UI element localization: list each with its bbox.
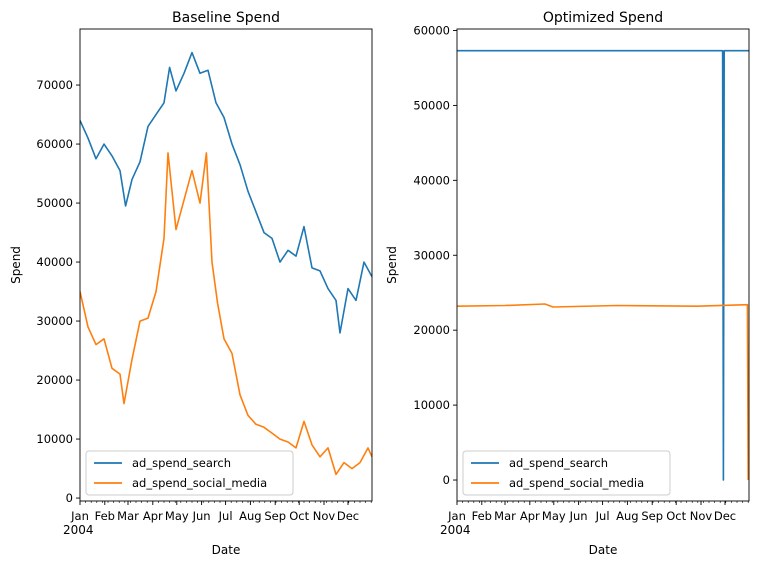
optimized-legend-label-search: ad_spend_search — [509, 456, 608, 470]
baseline-y-tick-label: 20000 — [36, 373, 73, 387]
optimized-x-tick-label: Oct — [666, 509, 686, 523]
baseline-x-tick-label: Dec — [337, 509, 359, 523]
optimized-y-tick-label: 20000 — [413, 323, 450, 337]
baseline-series-line-search — [80, 51, 372, 334]
optimized-y-tick-label: 50000 — [413, 98, 450, 112]
optimized-series-line-search — [457, 49, 749, 481]
baseline-x-axis-label: Date — [212, 543, 241, 557]
baseline-x-tick-label: Feb — [95, 509, 115, 523]
optimized-x-tick-label: Aug — [616, 509, 638, 523]
optimized-x-tick-label: Apr — [520, 509, 540, 523]
baseline-y-tick-label: 70000 — [36, 78, 73, 92]
baseline-title: Baseline Spend — [172, 10, 280, 26]
baseline-x-tick-label: Sep — [264, 509, 286, 523]
baseline-spend-panel: Baseline Spend Date Spend 2004 0 10000 200… — [9, 10, 373, 557]
optimized-x-tick-label: Mar — [494, 509, 516, 523]
baseline-x-tick-label: Oct — [289, 509, 309, 523]
baseline-x-year-label: 2004 — [63, 523, 94, 537]
baseline-y-tick-label: 30000 — [36, 314, 73, 328]
baseline-x-tick-label: Nov — [313, 509, 336, 523]
baseline-x-tick-label: Apr — [143, 509, 163, 523]
optimized-x-tick-label: Jun — [569, 509, 588, 523]
optimized-x-tick-label: Jul — [595, 509, 610, 523]
baseline-y-tick-label: 60000 — [36, 137, 73, 151]
optimized-spend-panel: Optimized Spend Date Spend 2004 0 10000 20… — [385, 10, 750, 557]
baseline-x-tick-label: Aug — [239, 509, 261, 523]
baseline-axes-frame — [79, 28, 373, 502]
optimized-legend-label-social-media: ad_spend_social_media — [509, 476, 644, 490]
optimized-x-tick-label: Feb — [472, 509, 492, 523]
optimized-y-axis-label: Spend — [385, 246, 399, 284]
optimized-title: Optimized Spend — [543, 10, 663, 26]
baseline-x-tick-label: Jun — [192, 509, 211, 523]
optimized-y-tick-label: 0 — [443, 473, 450, 487]
optimized-legend-box — [462, 450, 671, 496]
optimized-x-tick-label: Nov — [690, 509, 713, 523]
optimized-x-year-label: 2004 — [440, 523, 471, 537]
baseline-y-tick-label: 40000 — [36, 255, 73, 269]
baseline-y-tick-label: 10000 — [36, 432, 73, 446]
baseline-series-line-social-media — [80, 152, 372, 476]
optimized-y-tick-label: 40000 — [413, 173, 450, 187]
baseline-x-tick-label: Mar — [117, 509, 139, 523]
optimized-legend: ad_spend_search ad_spend_social_media — [462, 450, 671, 496]
baseline-y-axis-label: Spend — [9, 246, 23, 284]
baseline-legend-box — [85, 450, 294, 496]
optimized-axes-frame — [456, 28, 750, 502]
optimized-x-tick-label: Sep — [641, 509, 663, 523]
baseline-legend-label-social-media: ad_spend_social_media — [132, 476, 267, 490]
optimized-x-tick-label: Dec — [714, 509, 736, 523]
baseline-y-tick-label: 0 — [66, 491, 73, 505]
optimized-x-tick-label: Jan — [447, 509, 466, 523]
baseline-x-tick-label: Jul — [218, 509, 233, 523]
baseline-legend: ad_spend_search ad_spend_social_media — [85, 450, 294, 496]
optimized-x-axis-label: Date — [589, 543, 618, 557]
optimized-series-group — [457, 49, 749, 481]
optimized-y-tick-label: 30000 — [413, 248, 450, 262]
baseline-x-tick-label: Jan — [70, 509, 89, 523]
optimized-x-tick-label: May — [542, 509, 566, 523]
optimized-y-tick-label: 10000 — [413, 398, 450, 412]
baseline-x-tick-label: May — [165, 509, 189, 523]
optimized-series-line-social-media — [457, 303, 749, 481]
baseline-series-group — [80, 51, 372, 476]
baseline-y-tick-label: 50000 — [36, 196, 73, 210]
optimized-y-tick-label: 60000 — [413, 23, 450, 37]
baseline-legend-label-search: ad_spend_search — [132, 456, 231, 470]
